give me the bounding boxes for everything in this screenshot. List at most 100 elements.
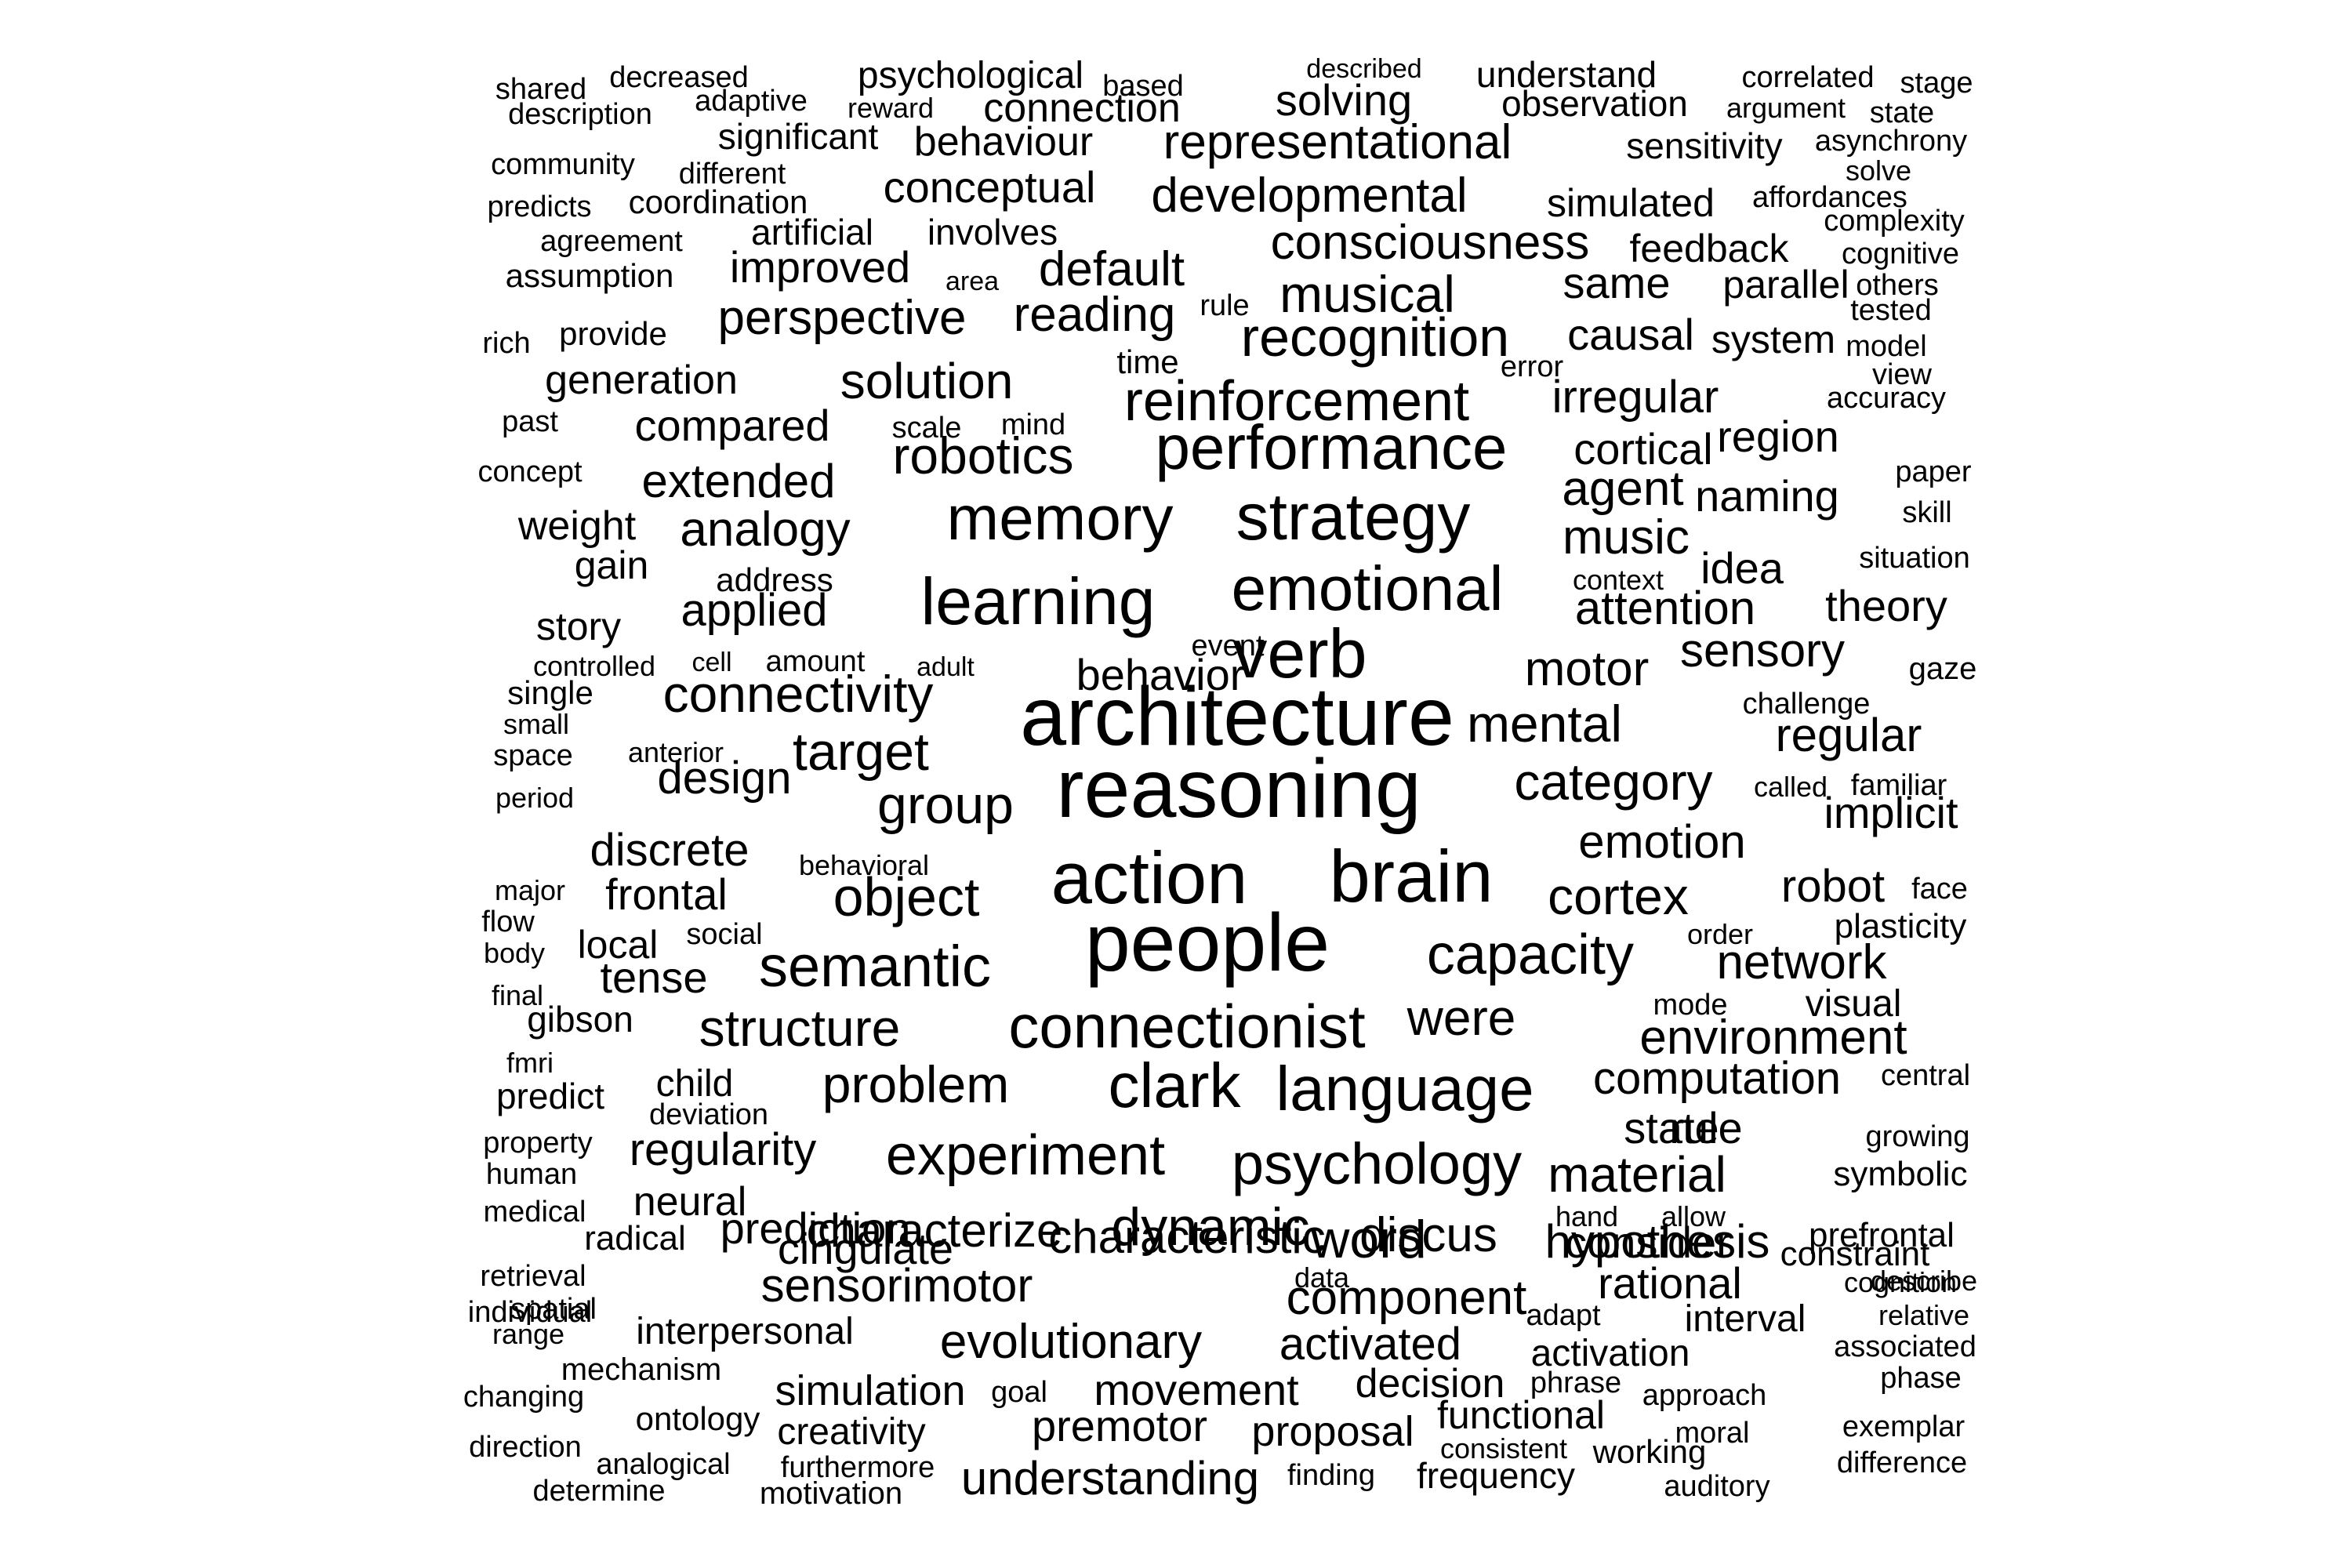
cloud-word-naming: naming bbox=[1695, 471, 1839, 521]
cloud-word-shared: shared bbox=[495, 73, 586, 106]
cloud-word-adaptive: adaptive bbox=[695, 85, 808, 118]
cloud-word-social: social bbox=[686, 918, 762, 951]
cloud-word-clark: clark bbox=[1109, 1051, 1242, 1120]
cloud-word-flow: flow bbox=[481, 906, 535, 938]
cloud-word-associated: associated bbox=[1834, 1330, 1976, 1363]
cloud-word-concept: concept bbox=[477, 456, 583, 488]
cloud-word-called: called bbox=[1754, 771, 1828, 803]
cloud-word-single: single bbox=[507, 674, 593, 711]
cloud-word-community: community bbox=[491, 148, 635, 181]
cloud-word-gibson: gibson bbox=[527, 999, 633, 1040]
cloud-word-correlated: correlated bbox=[1742, 61, 1875, 94]
cloud-word-problem: problem bbox=[822, 1055, 1009, 1113]
cloud-word-mechanism: mechanism bbox=[561, 1352, 722, 1387]
cloud-word-simulated: simulated bbox=[1547, 181, 1715, 225]
cloud-word-material: material bbox=[1548, 1146, 1726, 1203]
cloud-word-order: order bbox=[1687, 918, 1753, 950]
cloud-word-paper: paper bbox=[1895, 456, 1972, 488]
cloud-word-scale: scale bbox=[892, 412, 962, 445]
cloud-word-robotics: robotics bbox=[892, 426, 1073, 485]
cloud-word-auditory: auditory bbox=[1664, 1470, 1769, 1503]
cloud-word-coordination: coordination bbox=[629, 183, 808, 220]
cloud-word-psychology: psychology bbox=[1232, 1131, 1522, 1196]
cloud-word-medical: medical bbox=[484, 1196, 586, 1229]
cloud-word-interpersonal: interpersonal bbox=[636, 1311, 854, 1352]
cloud-word-anterior: anterior bbox=[628, 736, 724, 768]
cloud-word-provide: provide bbox=[559, 315, 667, 352]
cloud-word-goal: goal bbox=[991, 1376, 1047, 1409]
cloud-word-emotion: emotion bbox=[1578, 815, 1745, 868]
cloud-word-verb: verb bbox=[1232, 615, 1367, 692]
cloud-word-child: child bbox=[656, 1063, 734, 1105]
cloud-word-behavioral: behavioral bbox=[799, 849, 929, 881]
cloud-word-group: group bbox=[877, 775, 1014, 835]
cloud-word-frequency: frequency bbox=[1417, 1455, 1575, 1496]
cloud-word-exemplar: exemplar bbox=[1842, 1410, 1965, 1443]
cloud-word-environment: environment bbox=[1639, 1011, 1907, 1065]
cloud-word-recognition: recognition bbox=[1241, 307, 1509, 368]
cloud-word-hand: hand bbox=[1555, 1200, 1618, 1232]
cloud-word-gaze: gaze bbox=[1909, 652, 1977, 686]
cloud-word-evolutionary: evolutionary bbox=[940, 1315, 1202, 1369]
cloud-word-learning: learning bbox=[921, 564, 1156, 638]
cloud-word-consciousness: consciousness bbox=[1271, 216, 1590, 270]
cloud-word-conceptual: conceptual bbox=[884, 162, 1096, 212]
cloud-word-cortex: cortex bbox=[1548, 867, 1689, 925]
cloud-word-challenge: challenge bbox=[1743, 688, 1871, 720]
cloud-word-memory: memory bbox=[947, 483, 1174, 553]
cloud-word-phrase: phrase bbox=[1530, 1367, 1621, 1399]
cloud-word-phase: phase bbox=[1880, 1362, 1962, 1395]
cloud-word-proposal: proposal bbox=[1251, 1408, 1414, 1455]
cloud-word-view: view bbox=[1872, 358, 1933, 391]
cloud-word-deviation: deviation bbox=[649, 1098, 768, 1131]
cloud-word-sensory: sensory bbox=[1680, 624, 1845, 677]
cloud-word-direction: direction bbox=[469, 1431, 582, 1464]
cloud-word-reward: reward bbox=[848, 92, 934, 124]
cloud-word-creativity: creativity bbox=[777, 1411, 925, 1453]
cloud-word-mental: mental bbox=[1467, 695, 1622, 753]
cloud-word-musical: musical bbox=[1279, 265, 1455, 323]
cloud-word-symbolic: symbolic bbox=[1833, 1155, 1967, 1193]
cloud-word-causal: causal bbox=[1567, 310, 1694, 359]
cloud-word-data: data bbox=[1294, 1261, 1350, 1294]
cloud-word-story: story bbox=[536, 604, 621, 648]
cloud-word-same: same bbox=[1563, 258, 1671, 307]
cloud-word-capacity: capacity bbox=[1427, 924, 1634, 986]
cloud-word-small: small bbox=[503, 708, 569, 740]
cloud-word-discus: discus bbox=[1359, 1208, 1497, 1262]
cloud-word-mode: mode bbox=[1653, 989, 1727, 1022]
cloud-word-decision: decision bbox=[1356, 1361, 1505, 1406]
cloud-word-feedback: feedback bbox=[1630, 227, 1790, 270]
cloud-word-premotor: premotor bbox=[1032, 1401, 1207, 1450]
cloud-word-state: state bbox=[1624, 1103, 1719, 1152]
cloud-word-movement: movement bbox=[1094, 1365, 1299, 1414]
cloud-word-prefrontal: prefrontal bbox=[1809, 1216, 1955, 1254]
cloud-word-predicts: predicts bbox=[487, 191, 591, 223]
cloud-word-cingulate: cingulate bbox=[778, 1224, 953, 1273]
cloud-word-compared: compared bbox=[634, 401, 829, 450]
cloud-word-difference: difference bbox=[1837, 1446, 1967, 1479]
cloud-word-consistent: consistent bbox=[1440, 1432, 1567, 1465]
cloud-word-individual: individual bbox=[468, 1296, 592, 1329]
cloud-word-described: described bbox=[1306, 54, 1421, 84]
cloud-word-cognitive: cognitive bbox=[1842, 238, 1959, 270]
cloud-word-component: component bbox=[1287, 1271, 1527, 1325]
cloud-word-asynchrony: asynchrony bbox=[1815, 125, 1967, 158]
cloud-word-plasticity: plasticity bbox=[1835, 907, 1967, 946]
cloud-word-determine: determine bbox=[533, 1475, 666, 1508]
cloud-word-reasoning: reasoning bbox=[1056, 742, 1421, 835]
cloud-word-architecture: architecture bbox=[1020, 670, 1454, 763]
cloud-word-action: action bbox=[1051, 837, 1248, 919]
cloud-word-dynamic: dynamic bbox=[1111, 1197, 1309, 1257]
cloud-word-controlled: controlled bbox=[533, 650, 655, 682]
cloud-word-default: default bbox=[1039, 242, 1185, 296]
cloud-word-weight: weight bbox=[517, 503, 637, 549]
cloud-word-were: were bbox=[1406, 989, 1516, 1046]
cloud-word-applied: applied bbox=[681, 585, 827, 636]
cloud-word-analogical: analogical bbox=[596, 1448, 730, 1481]
cloud-word-accuracy: accuracy bbox=[1827, 382, 1946, 415]
cloud-word-event: event bbox=[1192, 630, 1265, 662]
cloud-word-visual: visual bbox=[1806, 983, 1902, 1025]
cloud-word-state: state bbox=[1870, 96, 1934, 129]
cloud-word-furthermore: furthermore bbox=[781, 1451, 935, 1484]
